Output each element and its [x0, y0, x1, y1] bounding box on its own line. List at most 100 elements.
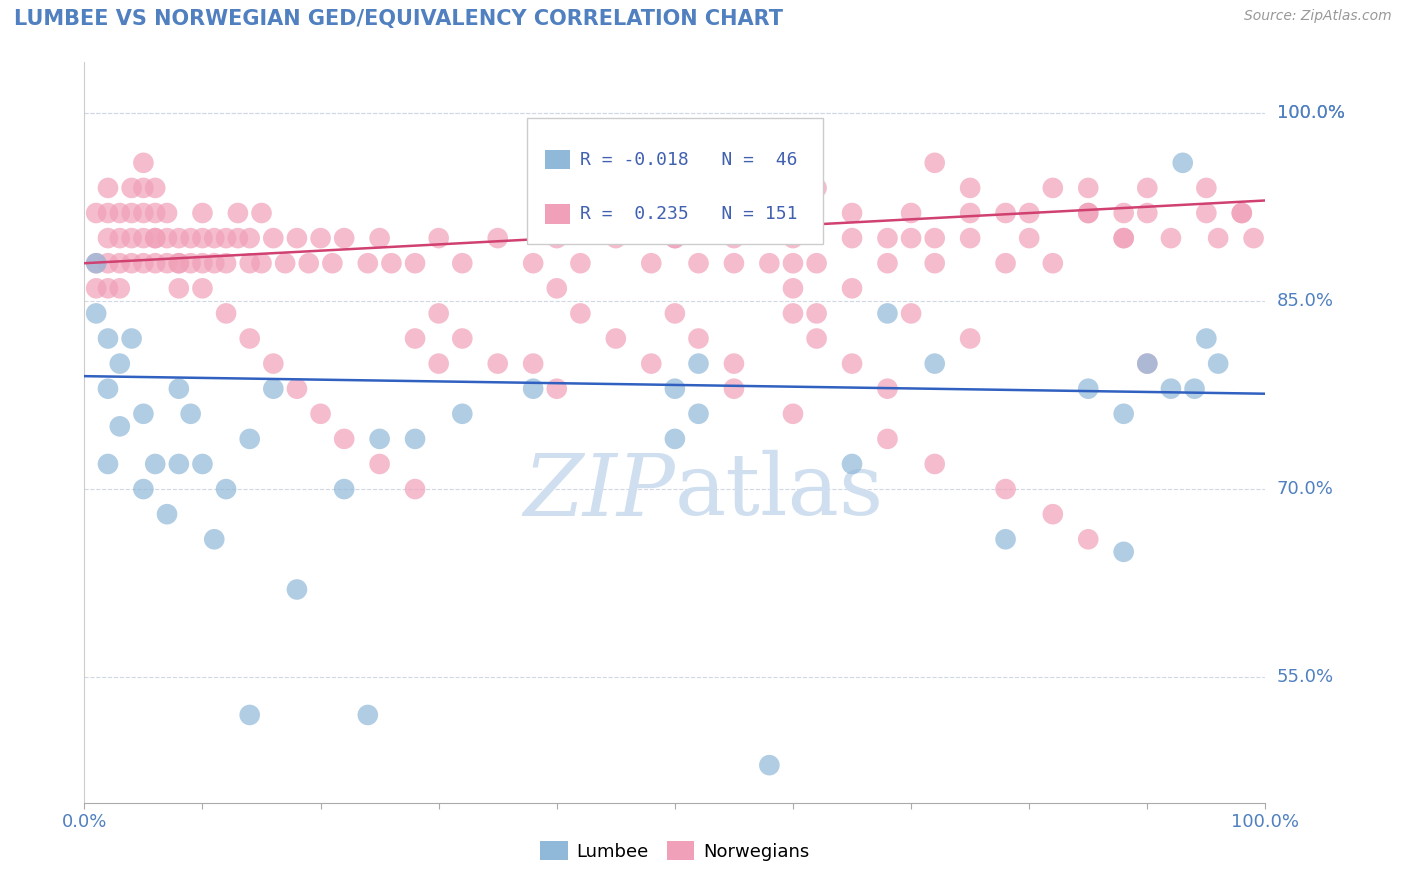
Point — [215, 482, 238, 496]
Point — [427, 231, 450, 245]
Point — [876, 306, 898, 320]
Point — [262, 231, 284, 245]
Point — [226, 206, 249, 220]
Point — [1018, 231, 1040, 245]
Point — [143, 231, 166, 245]
Text: 55.0%: 55.0% — [1277, 668, 1334, 686]
Point — [640, 357, 662, 371]
Point — [404, 256, 426, 270]
Point — [180, 256, 202, 270]
Point — [202, 231, 225, 245]
Point — [333, 231, 356, 245]
Point — [97, 256, 120, 270]
Point — [688, 331, 710, 345]
Point — [758, 758, 780, 772]
Point — [1206, 231, 1229, 245]
Point — [782, 281, 804, 295]
Point — [274, 256, 297, 270]
Legend: Lumbee, Norwegians: Lumbee, Norwegians — [533, 834, 817, 868]
Point — [569, 306, 592, 320]
Point — [239, 256, 262, 270]
Point — [404, 432, 426, 446]
Point — [167, 231, 190, 245]
Point — [97, 331, 120, 345]
Point — [876, 432, 898, 446]
Point — [605, 331, 627, 345]
Point — [108, 231, 131, 245]
Point — [841, 457, 863, 471]
Point — [368, 457, 391, 471]
Point — [180, 231, 202, 245]
Point — [156, 507, 179, 521]
Point — [959, 231, 981, 245]
Point — [900, 206, 922, 220]
Point — [959, 331, 981, 345]
Point — [285, 582, 308, 597]
Point — [924, 357, 946, 371]
Point — [202, 256, 225, 270]
Point — [215, 231, 238, 245]
Point — [1112, 545, 1135, 559]
Point — [202, 533, 225, 547]
Point — [262, 357, 284, 371]
Point — [1112, 407, 1135, 421]
Text: R = -0.018   N =  46: R = -0.018 N = 46 — [579, 151, 797, 169]
Point — [1077, 533, 1099, 547]
Point — [191, 457, 214, 471]
Point — [806, 331, 828, 345]
Point — [404, 482, 426, 496]
Point — [167, 382, 190, 396]
Text: atlas: atlas — [675, 450, 884, 533]
Point — [1230, 206, 1253, 220]
Point — [309, 407, 332, 421]
Point — [522, 256, 544, 270]
Point — [132, 256, 155, 270]
Point — [664, 432, 686, 446]
Point — [924, 256, 946, 270]
Point — [900, 231, 922, 245]
Text: Source: ZipAtlas.com: Source: ZipAtlas.com — [1244, 9, 1392, 23]
Point — [841, 281, 863, 295]
Point — [924, 231, 946, 245]
Point — [121, 181, 143, 195]
Point — [97, 206, 120, 220]
Point — [132, 231, 155, 245]
Point — [143, 231, 166, 245]
Point — [84, 281, 107, 295]
Point — [368, 432, 391, 446]
Point — [924, 156, 946, 170]
Point — [782, 407, 804, 421]
Point — [84, 306, 107, 320]
Point — [215, 306, 238, 320]
Point — [84, 206, 107, 220]
Point — [546, 231, 568, 245]
Point — [1230, 206, 1253, 220]
Point — [215, 256, 238, 270]
Point — [404, 331, 426, 345]
Point — [876, 231, 898, 245]
Point — [782, 306, 804, 320]
Point — [239, 708, 262, 723]
Point — [333, 482, 356, 496]
Point — [239, 331, 262, 345]
Point — [321, 256, 343, 270]
Point — [1077, 206, 1099, 220]
Text: LUMBEE VS NORWEGIAN GED/EQUIVALENCY CORRELATION CHART: LUMBEE VS NORWEGIAN GED/EQUIVALENCY CORR… — [14, 9, 783, 29]
Point — [1136, 206, 1159, 220]
Point — [132, 206, 155, 220]
Point — [1160, 231, 1182, 245]
Point — [688, 256, 710, 270]
Point — [664, 306, 686, 320]
Point — [1184, 382, 1206, 396]
Point — [522, 382, 544, 396]
Point — [132, 407, 155, 421]
Point — [167, 457, 190, 471]
Text: 70.0%: 70.0% — [1277, 480, 1333, 498]
Point — [451, 407, 474, 421]
Point — [357, 256, 380, 270]
Point — [1112, 231, 1135, 245]
Point — [605, 231, 627, 245]
Point — [1077, 181, 1099, 195]
Point — [1136, 357, 1159, 371]
Point — [841, 206, 863, 220]
